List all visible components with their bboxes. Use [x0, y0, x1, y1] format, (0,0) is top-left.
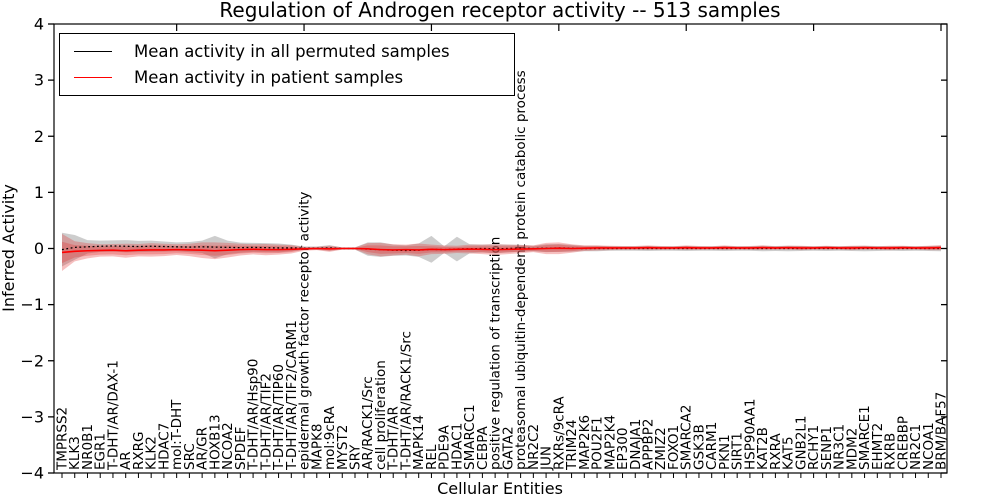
y-tick-label: 2	[34, 127, 44, 146]
x-tick-label: positive regulation of transcription	[488, 237, 504, 470]
x-tick-label: NCOA1	[921, 422, 937, 470]
permuted-mean-line	[61, 245, 941, 252]
y-tick-label: −1	[20, 295, 44, 314]
x-tick-label: MAP2K6	[577, 415, 593, 470]
x-tick-label: HOXB13	[207, 414, 223, 470]
y-tick-label: −2	[20, 351, 44, 370]
x-tick-label: SPDEF	[233, 427, 249, 470]
x-tick-label: REL	[424, 444, 440, 470]
y-tick-label: −3	[20, 407, 44, 426]
y-tick-label: 0	[34, 239, 44, 258]
x-tick-label: SMARCE1	[857, 405, 873, 470]
x-tick-label: KLK2	[144, 436, 160, 470]
y-tick-label: 4	[34, 15, 44, 34]
legend: Mean activity in all permuted samples Me…	[59, 33, 515, 96]
x-tick-label: T-DHT/AR/DAX-1	[105, 360, 121, 471]
x-tick-label: ZMIZ2	[653, 427, 669, 470]
x-tick-label: EGR1	[93, 433, 109, 470]
x-tick-label: NR3C1	[832, 424, 848, 470]
legend-entry-permuted: Mean activity in all permuted samples	[74, 42, 514, 61]
x-tick-label: SIRT1	[730, 432, 746, 470]
x-tick-label: TMPRSS2	[55, 407, 71, 471]
x-tick-label: AR	[118, 451, 134, 470]
x-tick-label: RXRA	[768, 433, 784, 470]
x-tick-label: MAPK14	[411, 415, 427, 470]
x-tick-label: SMARCC1	[462, 404, 478, 470]
x-tick-label: SENP1	[819, 426, 835, 470]
x-tick-label: EP300	[615, 428, 631, 470]
x-tick-label: cell proliferation	[373, 360, 389, 470]
x-tick-label: GATA2	[500, 426, 516, 470]
x-tick-label: KAT5	[781, 436, 797, 470]
x-axis-label: Cellular Entities	[437, 479, 563, 498]
x-tick-label: MAP2K4	[602, 415, 618, 470]
chart-title: Regulation of Androgen receptor activity…	[219, 0, 780, 22]
x-tick-label: epidermal growth factor receptor activit…	[297, 192, 313, 470]
x-tick-label: APPBP2	[641, 418, 657, 470]
permuted-line-swatch	[74, 50, 112, 52]
x-tick-label: HDAC1	[449, 423, 465, 470]
x-tick-label: T-DHT/AR/TIP60	[271, 364, 287, 471]
x-tick-label: NCOA2	[220, 422, 236, 470]
x-tick-label: MYST2	[335, 425, 351, 470]
axes	[48, 23, 948, 478]
x-tick-label: T-DHT/AR/Hsp90	[246, 359, 262, 471]
x-tick-label: RXRB	[883, 433, 899, 470]
x-tick-label: mol:T-DHT	[169, 399, 185, 470]
x-tick-label: PDE9A	[437, 424, 453, 470]
y-tick-label: −4	[20, 464, 44, 483]
x-tick-label: T-DHT/AR	[386, 406, 402, 471]
x-tick-label: NR2C2	[526, 424, 542, 470]
x-tick-label: SMARCA2	[679, 405, 695, 470]
x-tick-label: RXRG	[131, 432, 147, 470]
x-tick-label: KLK3	[67, 436, 83, 470]
x-tick-label: T-DHT/AR/RACK1/Src	[398, 331, 414, 471]
x-tick-labels: TMPRSS2KLK3NR0B1EGR1T-DHT/AR/DAX-1ARRXRG…	[55, 70, 950, 471]
x-tick-label: EHMT2	[870, 423, 886, 470]
x-tick-label: BRM/BAF57	[934, 392, 950, 470]
x-tick-label: MDM2	[844, 428, 860, 470]
x-tick-label: AR/GR	[195, 427, 211, 470]
patient-line-swatch	[74, 77, 112, 79]
x-tick-label: DNAJA1	[628, 419, 644, 470]
patient-mean-line	[61, 246, 942, 254]
y-tick-labels: −4 −3 −2 −1 0 1 2 3 4	[20, 15, 44, 483]
x-tick-label: T-DHT/AR/TIF2/CARM1	[284, 320, 300, 471]
x-tick-label: CARM1	[704, 422, 720, 470]
y-axis-label: Inferred Activity	[0, 184, 18, 312]
legend-label-patient: Mean activity in patient samples	[134, 68, 404, 88]
patient-std-outer-band	[62, 233, 941, 271]
x-tick-label: NR0B1	[80, 424, 96, 470]
y-tick-label: 3	[34, 71, 44, 90]
x-tick-label: T-DHT/AR/TIF2	[258, 373, 274, 471]
x-tick-label: RXRs/9cRA	[551, 396, 567, 470]
x-tick-label: POU2F1	[590, 416, 606, 470]
x-tick-label: SRC	[182, 443, 198, 470]
x-tick-label: CEBPA	[475, 426, 491, 470]
x-tick-label: HSP90AA1	[742, 399, 758, 470]
x-tick-label: TRIM24	[564, 420, 580, 471]
x-tick-label: KAT2B	[755, 427, 771, 470]
x-tick-label: GSK3B	[691, 424, 707, 470]
x-tick-label: HDAC7	[156, 423, 172, 470]
x-tick-label: proteasomal ubiquitin-dependent protein …	[513, 70, 529, 470]
x-tick-label: RCHY1	[806, 425, 822, 470]
x-tick-label: mol:9cRA	[322, 405, 338, 470]
x-tick-label: JUN	[539, 446, 555, 471]
x-tick-label: AR/RACK1/Src	[360, 376, 376, 470]
series-lines	[61, 245, 942, 254]
x-tick-label: CREBBP	[895, 416, 911, 470]
x-tick-label: FOXO1	[666, 425, 682, 470]
x-tick-label: NR2C1	[908, 424, 924, 470]
x-tick-label: GNB2L1	[793, 415, 809, 470]
x-tick-label: SRY	[348, 444, 364, 470]
x-tick-label: MAPK8	[309, 424, 325, 470]
legend-label-permuted: Mean activity in all permuted samples	[134, 41, 450, 61]
x-tick-label: PKN1	[717, 434, 733, 470]
y-tick-label: 1	[34, 183, 44, 202]
legend-entry-patient: Mean activity in patient samples	[74, 68, 514, 87]
